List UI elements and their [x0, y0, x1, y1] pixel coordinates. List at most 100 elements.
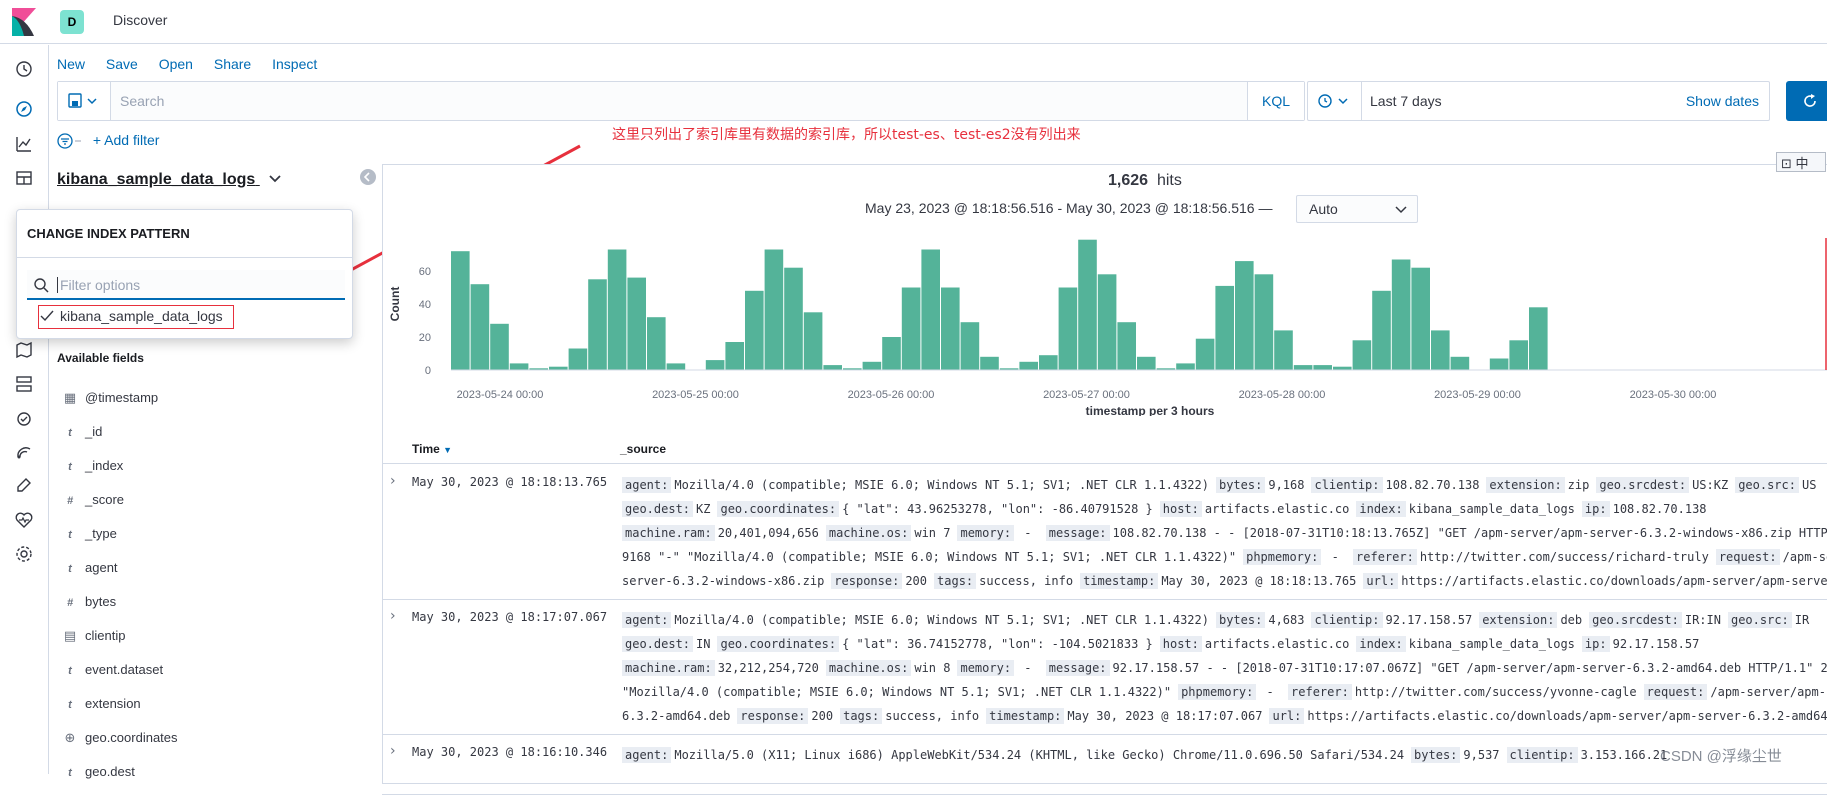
- histogram-bar[interactable]: [568, 348, 588, 370]
- field-item[interactable]: t geo.dest: [57, 764, 135, 784]
- collapse-sidebar-button[interactable]: [360, 169, 376, 185]
- histogram-bar[interactable]: [823, 365, 842, 371]
- histogram-bar[interactable]: [1254, 274, 1274, 370]
- dashboard-icon[interactable]: [14, 169, 34, 189]
- add-filter-button[interactable]: + Add filter: [92, 132, 160, 148]
- date-range-label[interactable]: Last 7 days: [1370, 93, 1442, 109]
- histogram-bar[interactable]: [666, 363, 686, 370]
- histogram-bar[interactable]: [705, 360, 725, 370]
- kql-toggle-button[interactable]: KQL: [1247, 82, 1304, 120]
- histogram-bar[interactable]: [1352, 340, 1372, 370]
- histogram-bar[interactable]: [1078, 239, 1097, 370]
- histogram-bar[interactable]: [1058, 287, 1078, 371]
- histogram-bar[interactable]: [1313, 365, 1332, 371]
- histogram-bar[interactable]: [529, 368, 548, 370]
- filter-options-icon[interactable]: [57, 133, 87, 149]
- histogram-chart[interactable]: Count 0 20 40 60 2023-05-24 00:00 2023-05-25 0…: [385, 234, 1827, 416]
- kibana-logo-icon[interactable]: [12, 8, 38, 36]
- histogram-bar[interactable]: [1019, 361, 1038, 371]
- histogram-bar[interactable]: [490, 323, 509, 370]
- space-avatar[interactable]: D: [60, 10, 84, 34]
- monitoring-icon[interactable]: [14, 511, 34, 531]
- dev-tools-icon[interactable]: [14, 477, 34, 497]
- field-item[interactable]: ⊕ geo.coordinates: [57, 730, 178, 750]
- discover-icon[interactable]: [14, 100, 34, 120]
- histogram-bar[interactable]: [1137, 356, 1156, 370]
- histogram-bar[interactable]: [901, 287, 921, 371]
- histogram-bar[interactable]: [1450, 356, 1470, 370]
- histogram-bar[interactable]: [1391, 259, 1411, 371]
- histogram-bar[interactable]: [607, 249, 627, 371]
- histogram-bar[interactable]: [1489, 358, 1509, 371]
- refresh-button[interactable]: [1786, 81, 1827, 121]
- expand-row-icon[interactable]: ›: [390, 743, 396, 759]
- menu-new[interactable]: New: [57, 56, 86, 72]
- histogram-bar[interactable]: [960, 322, 980, 371]
- management-gear-icon[interactable]: [14, 545, 34, 565]
- histogram-bar[interactable]: [1509, 340, 1528, 370]
- index-option-label[interactable]: kibana_sample_data_logs: [60, 308, 223, 324]
- table-row[interactable]: › May 30, 2023 @ 18:18:13.765 agent: Mozill…: [382, 465, 1827, 600]
- infrastructure-icon[interactable]: [14, 375, 34, 395]
- histogram-bar[interactable]: [784, 267, 803, 370]
- search-input[interactable]: Search: [120, 93, 165, 109]
- histogram-bar[interactable]: [1117, 322, 1136, 371]
- expand-row-icon[interactable]: ›: [390, 473, 396, 489]
- histogram-bar[interactable]: [1333, 366, 1352, 370]
- show-dates-link[interactable]: Show dates: [1685, 93, 1759, 109]
- histogram-bar[interactable]: [764, 249, 784, 371]
- field-item[interactable]: # bytes: [57, 594, 116, 614]
- interval-select[interactable]: Auto: [1296, 195, 1418, 223]
- saved-query-button[interactable]: [58, 82, 111, 120]
- histogram-bar[interactable]: [1411, 267, 1430, 370]
- field-item[interactable]: ▤ clientip: [57, 628, 126, 648]
- field-item[interactable]: t extension: [57, 696, 141, 716]
- quick-select-button[interactable]: [1308, 82, 1362, 120]
- menu-share[interactable]: Share: [213, 56, 252, 72]
- histogram-bar[interactable]: [588, 279, 607, 371]
- histogram-bar[interactable]: [1431, 330, 1450, 370]
- histogram-bar[interactable]: [882, 337, 901, 370]
- histogram-bar[interactable]: [1293, 365, 1313, 371]
- histogram-bar[interactable]: [745, 290, 764, 370]
- uptime-icon[interactable]: [14, 409, 34, 429]
- histogram-bar[interactable]: [1372, 290, 1391, 370]
- field-item[interactable]: ▦ @timestamp: [57, 390, 158, 410]
- histogram-bar[interactable]: [1235, 261, 1254, 370]
- histogram-bar[interactable]: [980, 356, 999, 370]
- histogram-bar[interactable]: [470, 284, 490, 370]
- apm-icon[interactable]: [14, 443, 34, 463]
- field-item[interactable]: t _index: [57, 458, 123, 478]
- histogram-bar[interactable]: [1215, 285, 1234, 370]
- field-item[interactable]: t event.dataset: [57, 662, 163, 682]
- field-item[interactable]: t _id: [57, 424, 102, 444]
- field-item[interactable]: t agent: [57, 560, 117, 580]
- histogram-bar[interactable]: [921, 249, 940, 371]
- histogram-bar[interactable]: [1195, 338, 1215, 370]
- histogram-bar[interactable]: [941, 287, 960, 371]
- menu-open[interactable]: Open: [158, 56, 193, 72]
- histogram-bar[interactable]: [1274, 330, 1293, 370]
- table-row[interactable]: › May 30, 2023 @ 18:17:07.067 agent: Mozill…: [382, 600, 1827, 735]
- histogram-bar[interactable]: [509, 363, 529, 370]
- recent-icon[interactable]: [14, 60, 34, 80]
- menu-save[interactable]: Save: [105, 56, 138, 72]
- index-pattern-selector[interactable]: kibana_sample_data_logs: [57, 171, 282, 189]
- maps-icon[interactable]: [14, 341, 34, 361]
- histogram-bar[interactable]: [1176, 363, 1195, 370]
- expand-row-icon[interactable]: ›: [390, 608, 396, 624]
- field-item[interactable]: t _type: [57, 526, 117, 546]
- histogram-bar[interactable]: [1156, 368, 1176, 370]
- histogram-bar[interactable]: [1039, 355, 1058, 370]
- histogram-bar[interactable]: [647, 317, 666, 370]
- histogram-bar[interactable]: [803, 312, 823, 371]
- histogram-bar[interactable]: [999, 368, 1019, 370]
- histogram-bar[interactable]: [627, 277, 646, 370]
- histogram-bar[interactable]: [1097, 274, 1117, 370]
- histogram-bar[interactable]: [862, 361, 882, 371]
- histogram-bar[interactable]: [451, 251, 470, 370]
- visualize-icon[interactable]: [14, 135, 34, 155]
- histogram-bar[interactable]: [1529, 307, 1548, 370]
- time-column-header[interactable]: Time ▼: [412, 442, 452, 456]
- histogram-bar[interactable]: [549, 366, 568, 370]
